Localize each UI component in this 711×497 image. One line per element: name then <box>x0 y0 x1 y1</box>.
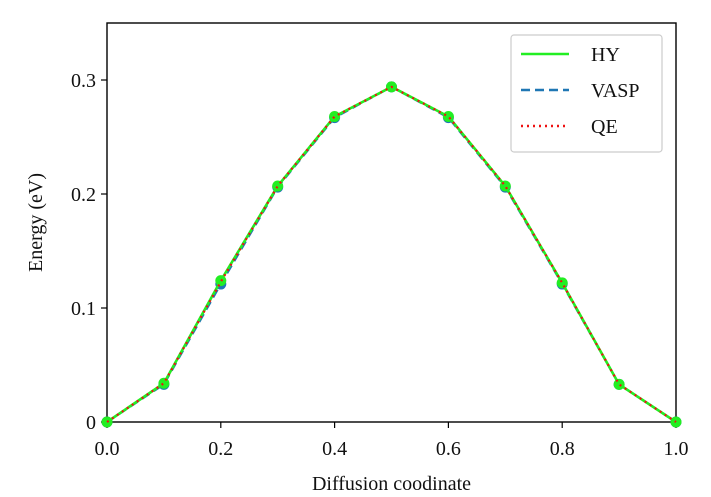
legend-box <box>510 34 663 153</box>
data-point-hy <box>158 377 170 389</box>
data-point-hy <box>329 110 341 122</box>
x-axis-label: Diffusion coodinate <box>312 473 471 495</box>
legend-label-vasp: VASP <box>591 80 640 102</box>
x-tick-label: 0.8 <box>550 438 575 460</box>
y-axis-label: Energy (eV) <box>25 173 47 272</box>
series-line-qe <box>106 85 677 423</box>
data-point-hy <box>499 180 511 192</box>
plot-frame <box>106 22 677 423</box>
y-tick-label: 0.2 <box>71 184 96 206</box>
x-tick-label: 0.2 <box>208 438 233 460</box>
data-point-hy <box>613 378 625 390</box>
legend-label-qe: QE <box>591 116 618 138</box>
y-tick-label: 0.3 <box>71 70 96 92</box>
series-qe <box>106 85 677 423</box>
x-tick-label: 0.4 <box>322 438 347 460</box>
y-tick-label: 0.1 <box>71 298 96 320</box>
x-tick-label: 1.0 <box>664 438 689 460</box>
x-tick-label: 0.0 <box>95 438 120 460</box>
data-point-hy <box>442 110 454 122</box>
legend-label-hy: HY <box>591 44 620 66</box>
y-tick-label: 0 <box>86 412 96 434</box>
x-tick-label: 0.6 <box>436 438 461 460</box>
data-point-hy <box>556 277 568 289</box>
